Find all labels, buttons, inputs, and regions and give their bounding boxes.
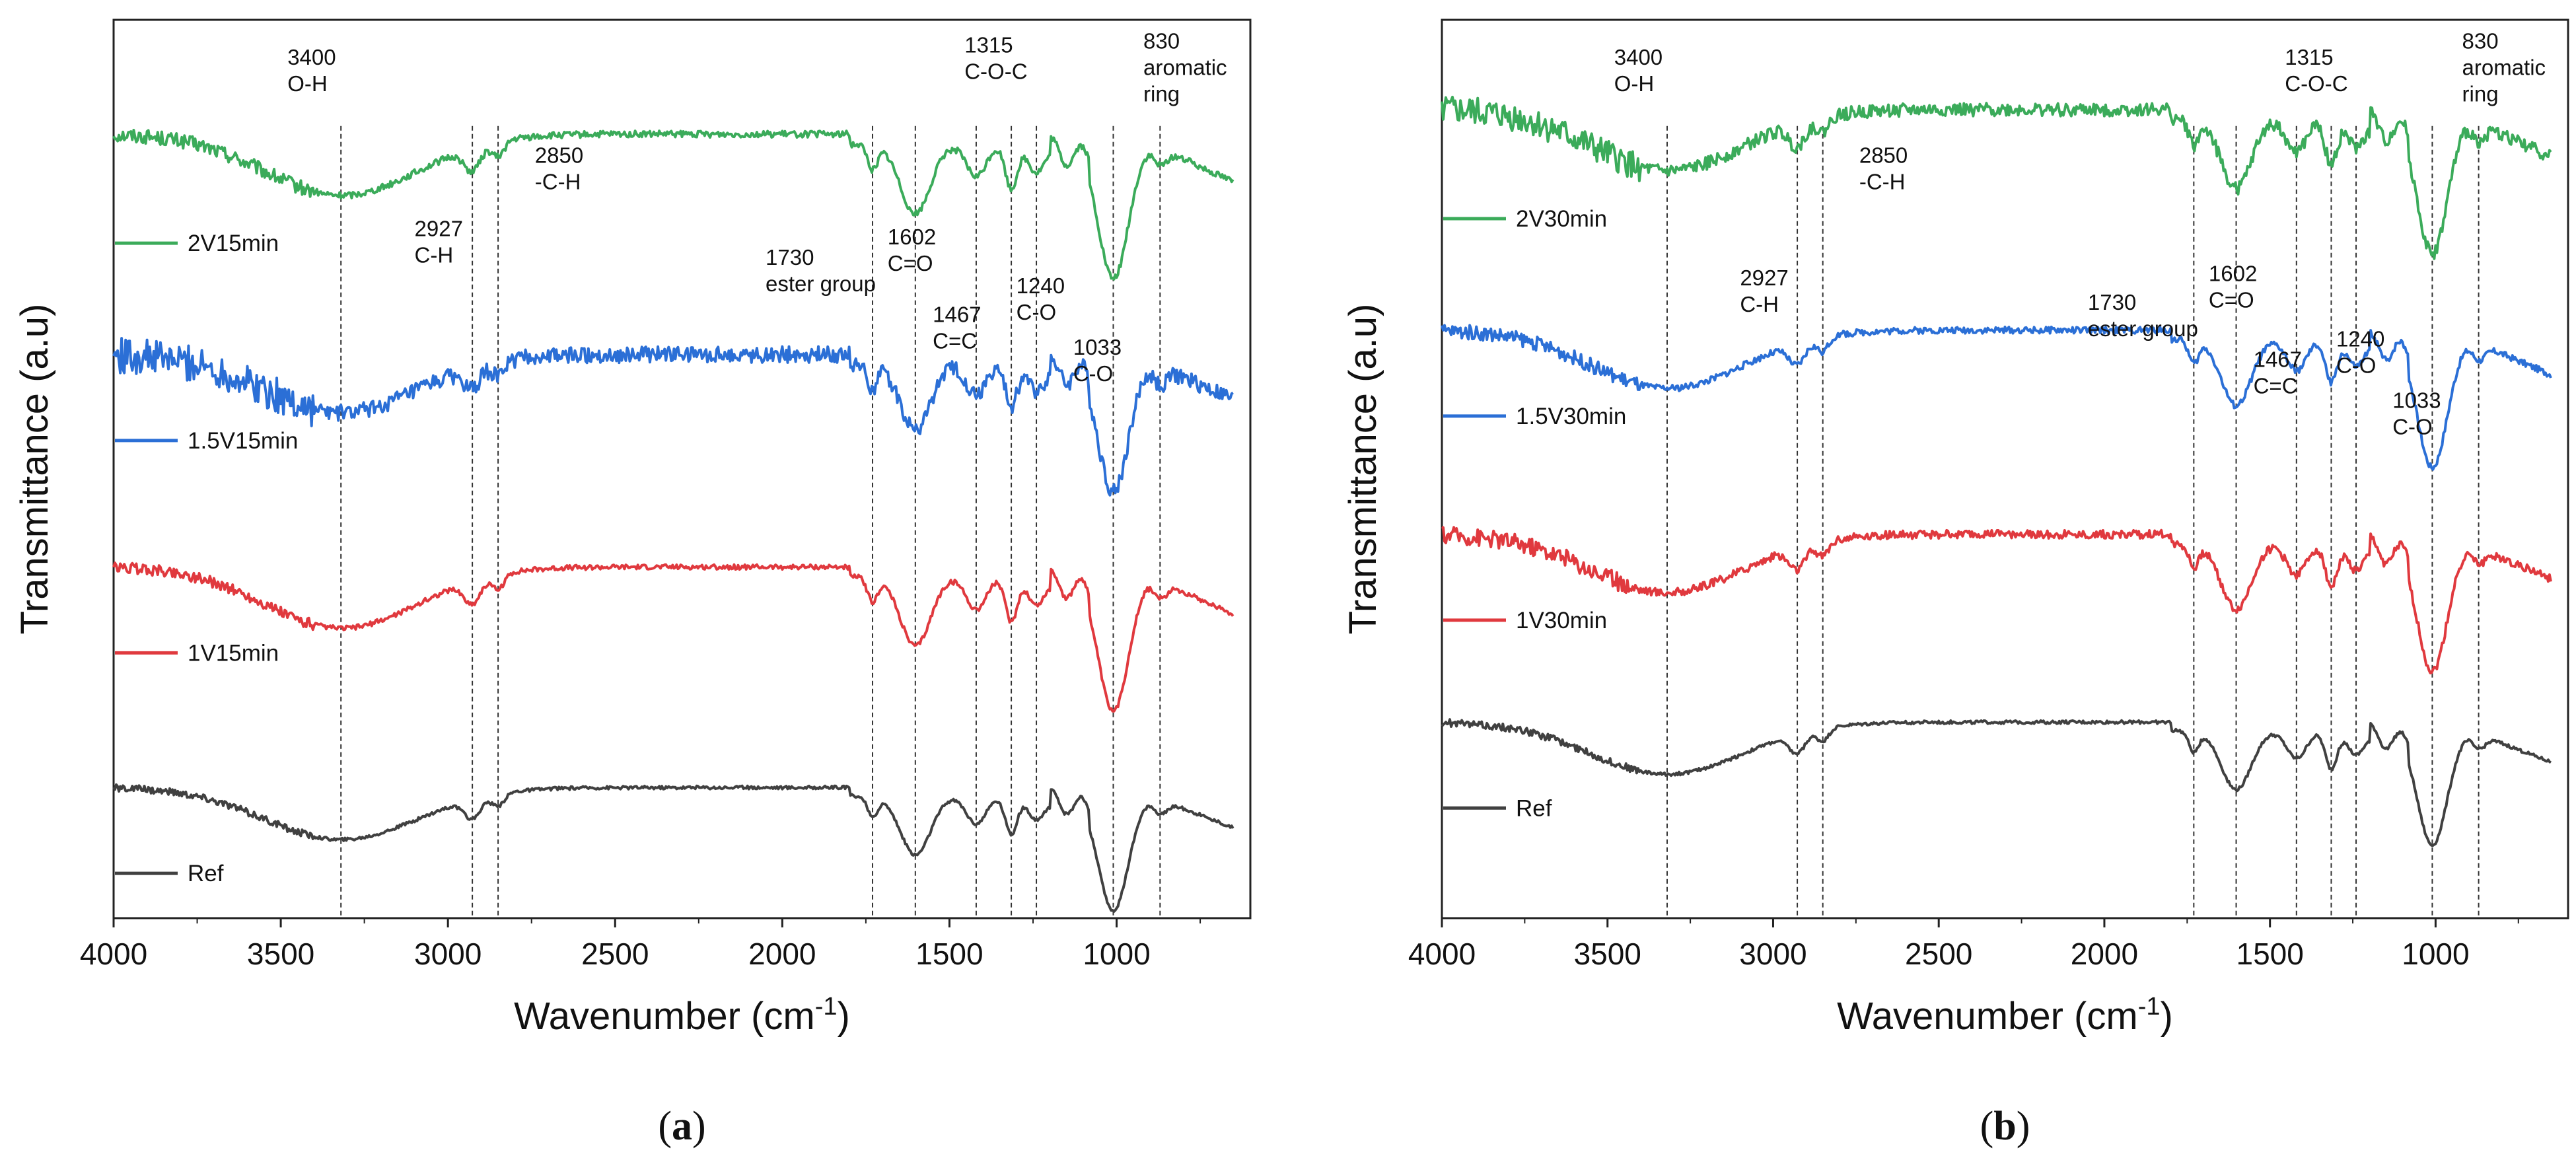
legend-label: 1V15min — [188, 640, 279, 666]
peak-annotation: 1602 C=O — [888, 225, 936, 275]
series-line-Ref — [1441, 718, 2552, 847]
peak-annotation: 3400 O-H — [1614, 45, 1663, 96]
peak-annotation: 3400 O-H — [287, 45, 336, 96]
peak-annotation: 2850 -C-H — [1859, 143, 1908, 194]
legend-label: Ref — [1516, 795, 1552, 821]
series-line-1.5V30min — [1441, 324, 2552, 471]
peak-annotation: 1602 C=O — [2209, 262, 2257, 312]
x-tick-label: 3000 — [1739, 937, 1807, 971]
panel-label: (b) — [1980, 1104, 2030, 1149]
peak-annotation: 1730 ester group — [2088, 290, 2198, 341]
series-line-1V30min — [1441, 525, 2552, 674]
peak-annotation: 2927 C-H — [1740, 266, 1788, 316]
peak-annotation: 1315 C-O-C — [964, 32, 1027, 83]
series-line-Ref — [112, 783, 1234, 913]
peak-annotation: 830 aromatic ring — [1143, 28, 1227, 106]
x-tick-label: 1500 — [2236, 937, 2304, 971]
series-line-1.5V15min — [112, 337, 1234, 497]
x-tick-label: 2000 — [2071, 937, 2138, 971]
plot-frame — [1441, 18, 2569, 919]
x-tick-label: 1000 — [2402, 937, 2469, 971]
series-line-1V15min — [112, 561, 1234, 713]
legend-label: 1.5V15min — [188, 428, 298, 454]
y-axis-title: Transmittance (a.u) — [13, 304, 56, 635]
series-line-2V30min — [1441, 95, 2552, 260]
peak-annotation: 830 aromatic ring — [2462, 28, 2546, 106]
peak-annotation: 1240 C-O — [1017, 273, 1065, 324]
peak-annotation: 2850 -C-H — [535, 143, 583, 194]
x-tick-label: 3500 — [247, 937, 314, 971]
chart-panel-b: 4000 3500 3000 2500 2000 1500 1000 Wavenumber (… — [1342, 18, 2569, 1149]
peak-annotation: 1467 C=C — [933, 302, 981, 353]
x-axis-title: Wavenumber (cm-1) — [514, 993, 850, 1038]
series-line-2V15min — [112, 129, 1234, 281]
legend-label: Ref — [188, 861, 224, 886]
peak-annotation: 1033 C-O — [1073, 335, 1122, 386]
legend-label: 1V30min — [1516, 608, 1607, 633]
x-tick-label: 4000 — [80, 937, 147, 971]
legend-label: 2V30min — [1516, 206, 1607, 232]
x-tick-label: 1500 — [915, 937, 983, 971]
peak-annotation: 1730 ester group — [766, 245, 876, 296]
peak-annotation: 1240 C-O — [2336, 327, 2384, 378]
peak-annotation: 1033 C-O — [2392, 388, 2441, 439]
plot-frame — [112, 18, 1252, 919]
peak-annotation: 1467 C=C — [2254, 347, 2302, 398]
y-axis-title: Transmittance (a.u) — [1342, 304, 1384, 635]
panel-label: (a) — [658, 1104, 705, 1149]
x-tick-label: 2000 — [748, 937, 816, 971]
x-tick-label: 3500 — [1574, 937, 1641, 971]
x-tick-label: 1000 — [1083, 937, 1150, 971]
legend-label: 2V15min — [188, 231, 279, 256]
x-tick-label: 2500 — [581, 937, 649, 971]
chart-panel-a: 4000 3500 3000 2500 2000 1500 1000 Wavenumber (… — [13, 18, 1252, 1149]
legend-label: 1.5V30min — [1516, 404, 1626, 429]
peak-annotation: 2927 C-H — [415, 217, 463, 268]
x-tick-label: 2500 — [1905, 937, 1972, 971]
x-tick-label: 3000 — [414, 937, 482, 971]
x-tick-label: 4000 — [1408, 937, 1476, 971]
x-axis-title: Wavenumber (cm-1) — [1837, 993, 2173, 1038]
peak-annotation: 1315 C-O-C — [2285, 45, 2347, 96]
